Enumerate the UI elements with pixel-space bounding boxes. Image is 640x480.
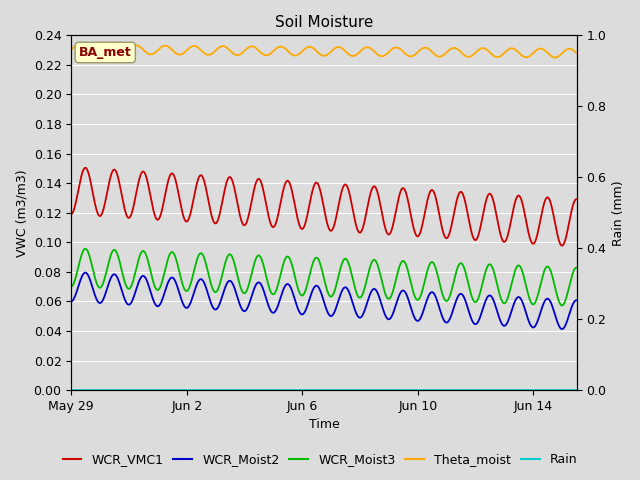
Text: BA_met: BA_met [79,46,132,59]
Y-axis label: Rain (mm): Rain (mm) [612,180,625,246]
X-axis label: Time: Time [308,419,339,432]
Y-axis label: VWC (m3/m3): VWC (m3/m3) [15,169,28,256]
Title: Soil Moisture: Soil Moisture [275,15,373,30]
Legend: WCR_VMC1, WCR_Moist2, WCR_Moist3, Theta_moist, Rain: WCR_VMC1, WCR_Moist2, WCR_Moist3, Theta_… [58,448,582,471]
